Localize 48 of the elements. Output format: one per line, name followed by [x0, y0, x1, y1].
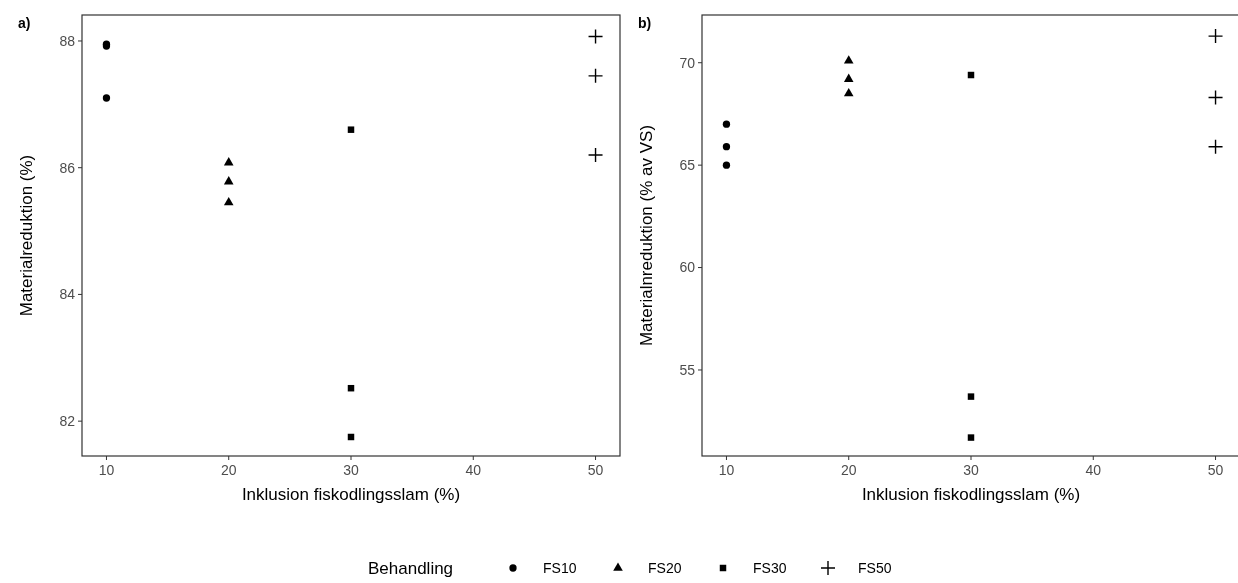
x-tick-label: 40 [1085, 462, 1102, 478]
point [722, 143, 731, 151]
x-tick-label: 10 [718, 462, 735, 478]
x-tick-label: 40 [465, 462, 482, 478]
y-tick-label: 84 [59, 286, 76, 303]
x-tick-label: 30 [963, 462, 979, 478]
legend-label: FS10 [543, 559, 577, 576]
y-tick-label: 60 [679, 259, 696, 276]
y-tick-label: 86 [59, 159, 76, 176]
x-tick-label: 20 [840, 462, 857, 478]
chart-title: b) [638, 15, 652, 31]
point [843, 55, 854, 64]
point [722, 161, 731, 169]
point [223, 176, 234, 185]
point [223, 157, 234, 166]
x-axis-title: Inklusion fiskodlingsslam (%) [241, 485, 461, 504]
y-tick-label: 82 [59, 413, 76, 430]
point [1207, 139, 1224, 155]
point [1207, 89, 1224, 106]
point [102, 94, 111, 102]
x-tick-label: 50 [587, 462, 604, 478]
point [587, 28, 604, 45]
y-tick-label: 65 [679, 157, 696, 174]
x-tick-label: 10 [98, 462, 115, 478]
point [967, 393, 975, 400]
point [223, 197, 234, 206]
legend-title: Behandling [368, 558, 454, 578]
y-axis-title: Materialnreduktion (% av VS) [637, 124, 656, 347]
y-tick-label: 88 [59, 32, 76, 49]
point [843, 73, 854, 82]
legend-label: FS50 [858, 559, 892, 576]
y-tick-label: 70 [679, 54, 696, 71]
point [587, 147, 604, 163]
x-axis-title: Inklusion fiskodlingsslam (%) [861, 485, 1081, 504]
x-tick-label: 20 [220, 462, 237, 478]
point [587, 68, 604, 84]
y-tick-label: 55 [679, 361, 696, 378]
point [967, 434, 975, 441]
x-tick-label: 50 [1207, 462, 1224, 478]
point [1207, 28, 1224, 44]
x-tick-label: 30 [343, 462, 359, 478]
point [843, 87, 854, 97]
legend-label: FS20 [648, 559, 682, 576]
legend-label: FS30 [753, 559, 787, 576]
point [722, 120, 731, 128]
chart-title: a) [18, 15, 31, 31]
point [347, 126, 355, 133]
y-axis-title: Materialreduktion (%) [17, 154, 36, 317]
